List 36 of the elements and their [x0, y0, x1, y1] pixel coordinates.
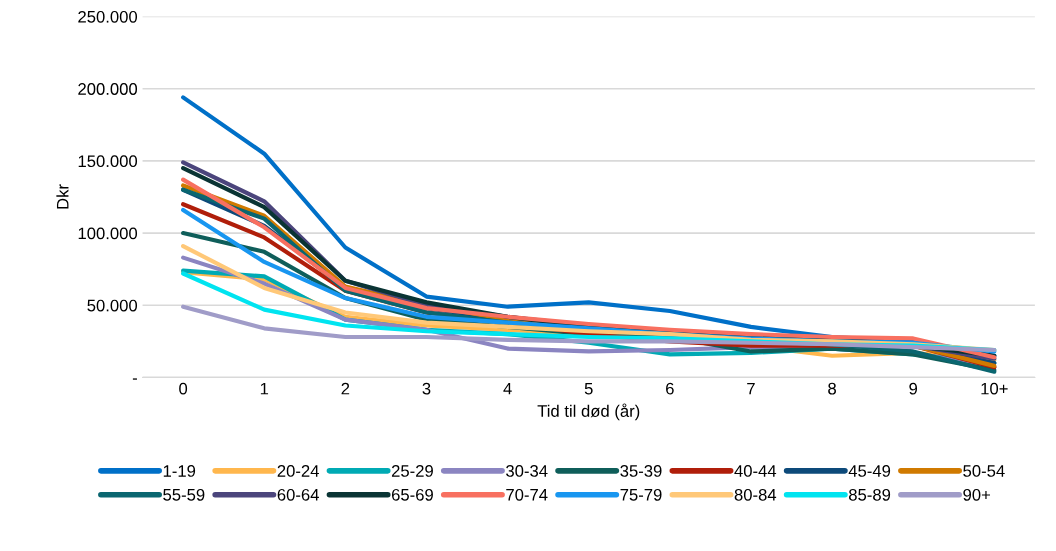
x-tick-label: 1	[260, 382, 269, 395]
x-tick-label: 3	[422, 382, 431, 395]
legend-label: 85-89	[849, 488, 891, 501]
legend-label: 65-69	[391, 488, 433, 501]
x-tick-label: 8	[828, 382, 836, 395]
x-tick-label: 7	[747, 382, 755, 395]
y-tick-label: -	[132, 378, 137, 380]
x-axis-title: Tid til død (år)	[537, 403, 640, 421]
legend-label: 25-29	[391, 465, 433, 477]
y-tick-label: 250.000	[78, 10, 138, 23]
legend-label: 35-39	[620, 465, 662, 477]
legend-label: 20-24	[277, 465, 319, 477]
x-tick-label: 9	[909, 382, 918, 395]
legend-label: 90+	[963, 488, 991, 501]
legend-label: 40-44	[734, 465, 777, 477]
legend-label: 75-79	[620, 488, 662, 501]
legend-label: 70-74	[506, 488, 548, 501]
x-tick-label: 5	[584, 382, 593, 395]
legend-label: 30-34	[506, 465, 548, 477]
x-tick-label: 4	[503, 382, 512, 395]
legend-label: 55-59	[163, 488, 205, 501]
legend-label: 80-84	[734, 488, 777, 501]
y-tick-label: 50.000	[87, 299, 138, 312]
y-tick-label: 150.000	[78, 155, 138, 168]
x-tick-label: 0	[179, 382, 188, 395]
line-series	[181, 304, 997, 353]
legend-label: 60-64	[277, 488, 319, 501]
x-tick-label: 6	[666, 382, 674, 395]
x-tick-label: 2	[341, 382, 350, 395]
legend-label: 45-49	[848, 465, 891, 477]
y-tick-label: 100.000	[78, 227, 138, 240]
legend-label: 1-19	[163, 465, 196, 477]
legend-label: 50-54	[963, 465, 1005, 477]
x-tick-label: 10+	[981, 382, 1008, 395]
y-tick-label: 200.000	[78, 83, 138, 95]
y-axis-title: Dkr	[56, 184, 69, 209]
